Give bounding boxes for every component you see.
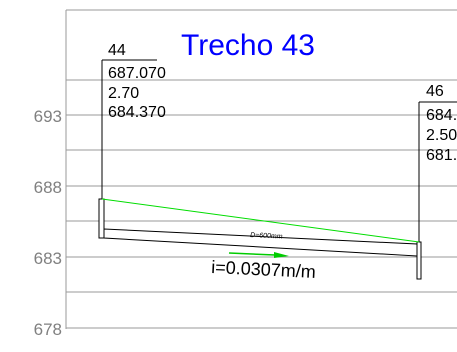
- end-node-ground: 684.0: [426, 107, 457, 124]
- start-manhole: [98, 198, 105, 239]
- axis-tick-label: 693: [34, 107, 62, 126]
- slope-label: i=0.0307m/m: [211, 257, 316, 282]
- start-node-invert: 684.370: [108, 104, 166, 121]
- slope-arrow-head: [274, 252, 289, 258]
- pipe-diameter-label: D=600mm: [250, 232, 283, 241]
- end-manhole: [416, 241, 422, 280]
- ground-surface-line: [101, 198, 420, 243]
- start-node-id: 44: [108, 42, 126, 59]
- end-node-id: 46: [426, 83, 444, 100]
- start-node-ground: 687.070: [108, 65, 166, 82]
- axis-tick-label: 688: [34, 178, 62, 197]
- end-node-invert: 681.5: [426, 147, 457, 164]
- axis-tick-label: 678: [34, 320, 62, 339]
- pipe-section: [103, 228, 418, 257]
- slope-arrow-line: [228, 252, 276, 256]
- end-node-depth: 2.50: [426, 127, 457, 144]
- axis-tick-label: 683: [34, 249, 62, 268]
- start-node-depth: 2.70: [108, 85, 139, 102]
- diagram-title: Trecho 43: [181, 29, 315, 62]
